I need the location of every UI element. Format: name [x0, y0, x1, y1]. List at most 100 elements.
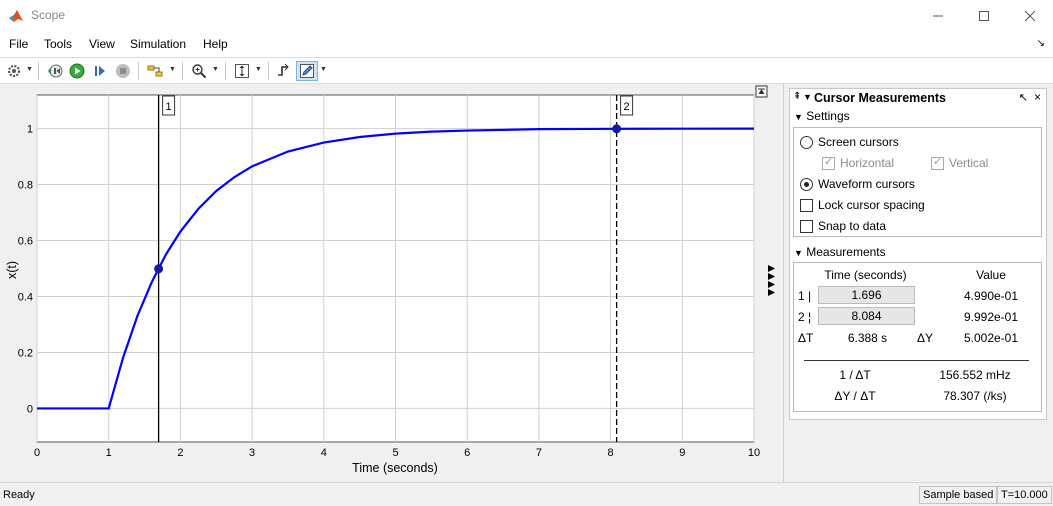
- step-back-icon: [48, 64, 63, 78]
- time-column-header: Time (seconds): [824, 268, 907, 282]
- cursor-data-marker: [154, 264, 164, 274]
- screen-cursors-option[interactable]: Screen cursors: [800, 135, 899, 149]
- toolbar-separator: [38, 62, 39, 80]
- measure-icon: [278, 63, 289, 76]
- step-back-button[interactable]: [45, 61, 65, 81]
- vertical-checkbox: [931, 155, 944, 170]
- cursor2-time-field[interactable]: 8.084: [818, 307, 915, 325]
- panel-header: ⇞ ▼ Cursor Measurements ↖ ×: [789, 88, 1047, 108]
- undock-arrow-icon[interactable]: ↘: [1036, 38, 1045, 49]
- divider: [804, 360, 1029, 361]
- waveform-cursors-option[interactable]: Waveform cursors: [800, 177, 915, 191]
- minimize-icon: [933, 15, 943, 16]
- x-axis-label: Time (seconds): [352, 461, 438, 475]
- menu-file[interactable]: File: [9, 37, 29, 51]
- run-button[interactable]: [67, 61, 87, 81]
- highlight-icon: [147, 65, 163, 77]
- cursor-1-tag[interactable]: [162, 95, 176, 116]
- collapse-arrow-icon: ▼: [794, 112, 803, 122]
- maximize-icon: [979, 10, 989, 21]
- waveform-cursors-radio[interactable]: [800, 177, 813, 191]
- zoom-icon: [192, 64, 207, 79]
- cursor-measurements-panel: ⇞ ▼ Cursor Measurements ↖ × ▼ Settings S…: [783, 84, 1053, 482]
- tick-labels: 0 1 2 3 4 5 6 7 8 9 10 0 0.2 0.4 0.6 0.8 1: [18, 124, 760, 459]
- settings-section-header[interactable]: ▼ Settings: [794, 109, 850, 123]
- close-icon: [1025, 10, 1035, 21]
- measurements-group: [793, 262, 1042, 412]
- undock-icon[interactable]: ↖: [1018, 92, 1028, 104]
- stop-icon: [116, 64, 130, 78]
- window-title: Scope: [31, 8, 66, 22]
- settings-button[interactable]: [4, 61, 24, 81]
- y-tick-label: 0.8: [18, 180, 33, 192]
- scope-plot[interactable]: 0 1 2 3 4 5 6 7 8 9 10 0 0.2 0.4 0.6 0.8 1 1 2 Time (seco…: [0, 84, 783, 482]
- delta-y-label: ΔY: [917, 331, 934, 345]
- settings-dropdown-icon[interactable]: ▼: [26, 66, 33, 73]
- expand-plot-button[interactable]: [755, 85, 768, 98]
- settings-group: [793, 127, 1042, 237]
- x-tick-label: 2: [177, 447, 183, 459]
- snap-checkbox[interactable]: [800, 219, 813, 233]
- menu-view[interactable]: View: [89, 37, 115, 51]
- zoom-dropdown-icon[interactable]: ▼: [212, 66, 219, 73]
- data-markers: [154, 124, 622, 274]
- x-tick-label: 3: [249, 447, 255, 459]
- cursor-2-tag[interactable]: [620, 95, 634, 116]
- screen-cursors-radio[interactable]: [800, 135, 813, 149]
- highlight-block-button[interactable]: [145, 61, 165, 81]
- lock-spacing-checkbox[interactable]: [800, 198, 813, 212]
- run-icon: [69, 63, 85, 79]
- x-tick-label: 8: [608, 447, 614, 459]
- delta-t-label: ΔT: [798, 331, 814, 345]
- x-tick-label: 6: [464, 447, 470, 459]
- cursor2-label: 2 ¦: [798, 310, 812, 324]
- lock-spacing-label: Lock cursor spacing: [818, 198, 925, 212]
- legend-arrows-icon[interactable]: [768, 265, 775, 296]
- slope-label: ΔY / ΔT: [834, 389, 876, 403]
- horizontal-label: Horizontal: [840, 156, 895, 170]
- horizontal-option: Horizontal: [822, 155, 895, 170]
- y-tick-label: 0.4: [18, 291, 33, 303]
- delta-t-value: 6.388 s: [847, 331, 888, 345]
- measurements-section-header[interactable]: ▼ Measurements: [794, 245, 886, 259]
- pin-icon[interactable]: ⇞: [793, 91, 802, 102]
- close-panel-icon[interactable]: ×: [1033, 90, 1041, 104]
- autoscale-dropdown-icon[interactable]: ▼: [255, 66, 262, 73]
- close-button[interactable]: [1007, 0, 1053, 31]
- autoscale-button[interactable]: [232, 61, 252, 81]
- stop-button[interactable]: [113, 61, 133, 81]
- trigger-button[interactable]: [274, 61, 294, 81]
- snap-label: Snap to data: [818, 219, 887, 233]
- x-tick-label: 7: [536, 447, 542, 459]
- highlight-dropdown-icon[interactable]: ▼: [169, 66, 176, 73]
- toolbar-separator: [268, 62, 269, 80]
- measure-dropdown-icon[interactable]: ▼: [320, 66, 327, 73]
- x-tick-label: 9: [679, 447, 685, 459]
- lock-spacing-option[interactable]: Lock cursor spacing: [800, 198, 925, 212]
- cursor-measurements-button[interactable]: [296, 61, 318, 81]
- y-tick-label: 0: [27, 403, 33, 415]
- maximize-button[interactable]: [961, 0, 1007, 31]
- toolbar-separator: [138, 62, 139, 80]
- edit-icon: [300, 64, 314, 78]
- cursor1-time-field[interactable]: 1.696: [818, 286, 915, 304]
- vertical-option: Vertical: [931, 155, 988, 170]
- x-tick-label: 1: [106, 447, 112, 459]
- collapse-arrow-icon[interactable]: ▼: [803, 92, 812, 102]
- waveform-cursors-label: Waveform cursors: [818, 177, 915, 191]
- step-forward-button[interactable]: [90, 61, 110, 81]
- minimize-button[interactable]: [915, 0, 961, 31]
- menu-help[interactable]: Help: [203, 37, 228, 51]
- menu-simulation[interactable]: Simulation: [130, 37, 187, 51]
- menu-tools[interactable]: Tools: [44, 37, 73, 51]
- y-axis-label: x(t): [5, 261, 19, 279]
- step-forward-icon: [95, 66, 105, 76]
- cursor-2-tag-label: 2: [624, 101, 630, 113]
- zoom-button[interactable]: [189, 61, 209, 81]
- snap-option[interactable]: Snap to data: [800, 219, 886, 233]
- menu-bar: File Tools View Simulation Help ↘: [0, 33, 1053, 55]
- time-indicator: T=10.000: [997, 486, 1052, 504]
- horizontal-checkbox: [822, 155, 835, 170]
- matlab-logo-icon: [9, 10, 23, 22]
- x-tick-label: 5: [392, 447, 398, 459]
